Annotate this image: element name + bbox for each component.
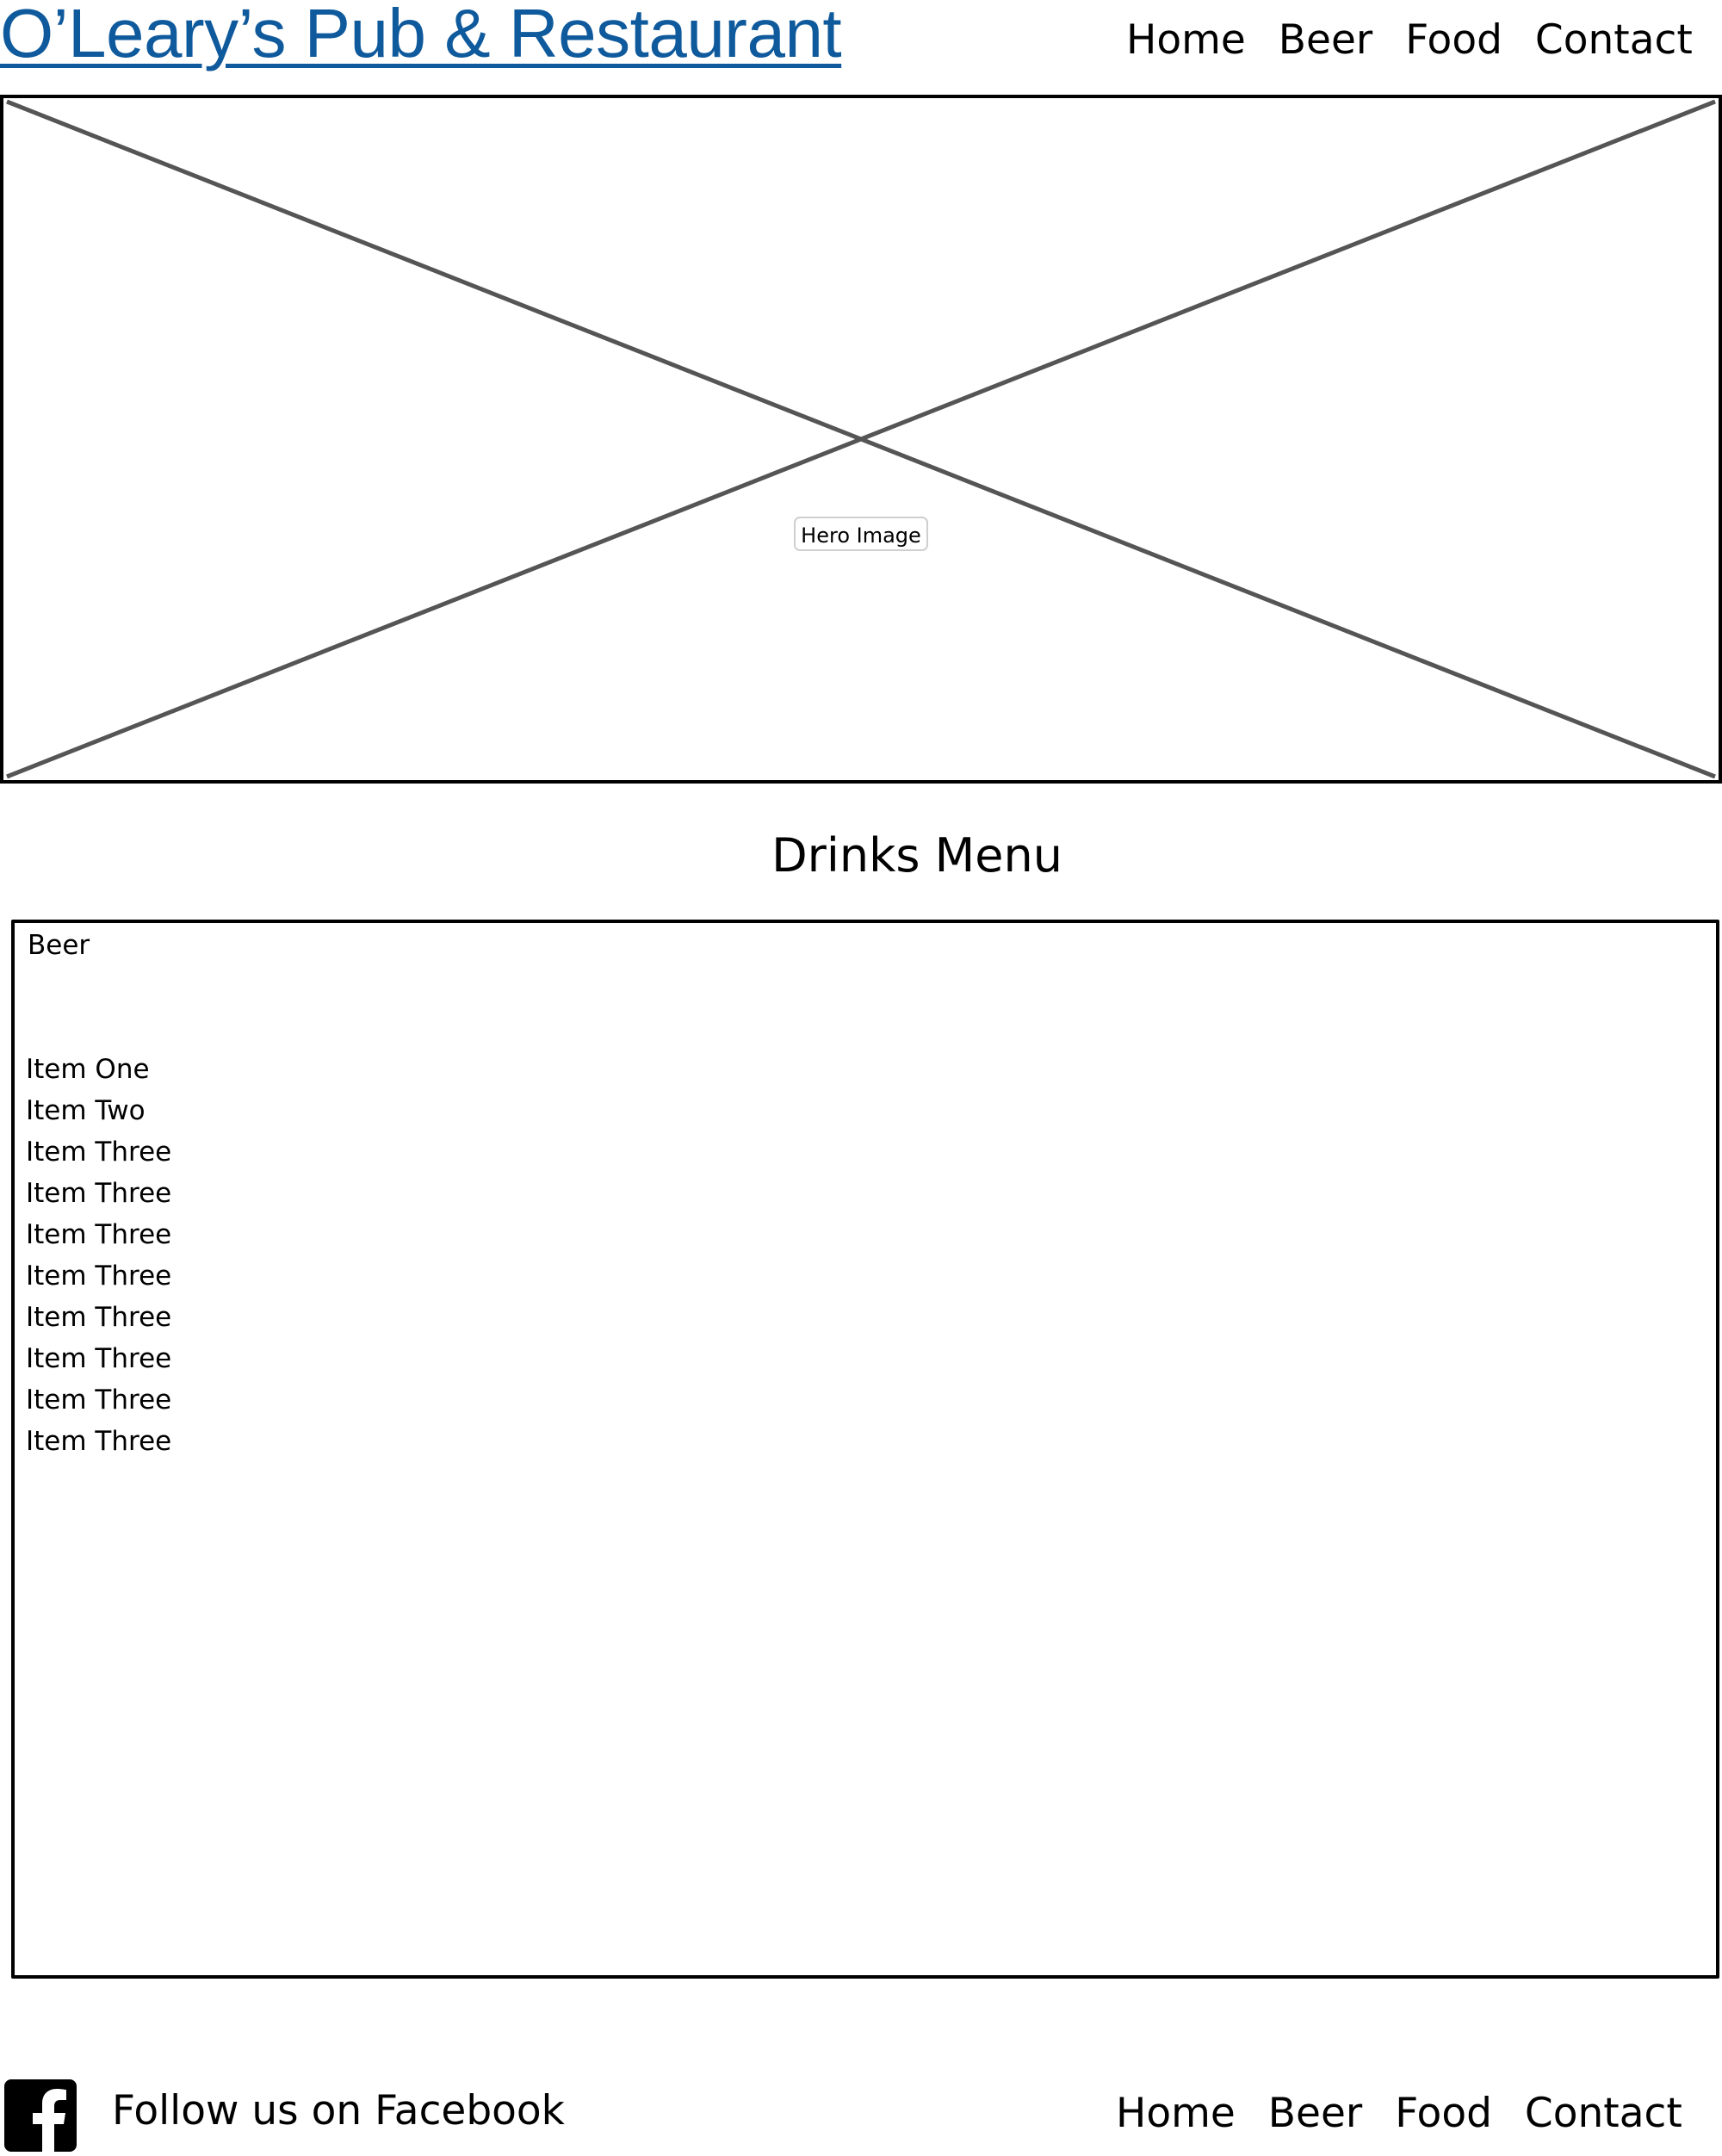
- menu-item: Item Three: [26, 1178, 172, 1209]
- facebook-icon[interactable]: [4, 2079, 77, 2152]
- menu-item-list: Item One Item Two Item Three Item Three …: [26, 1049, 171, 1462]
- nav-food-link[interactable]: Food: [1405, 15, 1502, 64]
- follow-facebook-link[interactable]: Follow us on Facebook: [112, 2087, 565, 2134]
- footer-nav: Home Beer Food Contact: [1116, 2085, 1682, 2141]
- menu-item: Item Three: [26, 1261, 172, 1292]
- hero-image-label: Hero Image: [794, 517, 928, 551]
- footer-nav-home-link[interactable]: Home: [1116, 2089, 1236, 2137]
- footer-nav-beer-link[interactable]: Beer: [1267, 2089, 1363, 2137]
- menu-item: Item Three: [26, 1137, 172, 1168]
- hero-placeholder-graphic: [0, 95, 1722, 784]
- menu-item: Item Three: [26, 1219, 172, 1250]
- footer-nav-food-link[interactable]: Food: [1395, 2089, 1492, 2137]
- menu-category-beer: Beer: [28, 930, 90, 961]
- footer-nav-contact-link[interactable]: Contact: [1524, 2089, 1682, 2137]
- hero-image-placeholder: Hero Image: [0, 95, 1722, 784]
- menu-item: Item Three: [26, 1385, 172, 1416]
- menu-item: Item Two: [26, 1095, 146, 1126]
- menu-item: Item One: [26, 1054, 150, 1085]
- drinks-menu-panel: Beer Item One Item Two Item Three Item T…: [11, 920, 1719, 1979]
- menu-item: Item Three: [26, 1343, 172, 1374]
- menu-item: Item Three: [26, 1302, 172, 1333]
- header-nav: Home Beer Food Contact: [1126, 12, 1693, 67]
- nav-contact-link[interactable]: Contact: [1534, 15, 1693, 64]
- site-title-link[interactable]: O’Leary’s Pub & Restaurant: [0, 0, 842, 71]
- nav-home-link[interactable]: Home: [1126, 15, 1246, 64]
- nav-beer-link[interactable]: Beer: [1278, 15, 1373, 64]
- drinks-menu-heading: Drinks Menu: [771, 828, 1062, 883]
- menu-item: Item Three: [26, 1426, 172, 1457]
